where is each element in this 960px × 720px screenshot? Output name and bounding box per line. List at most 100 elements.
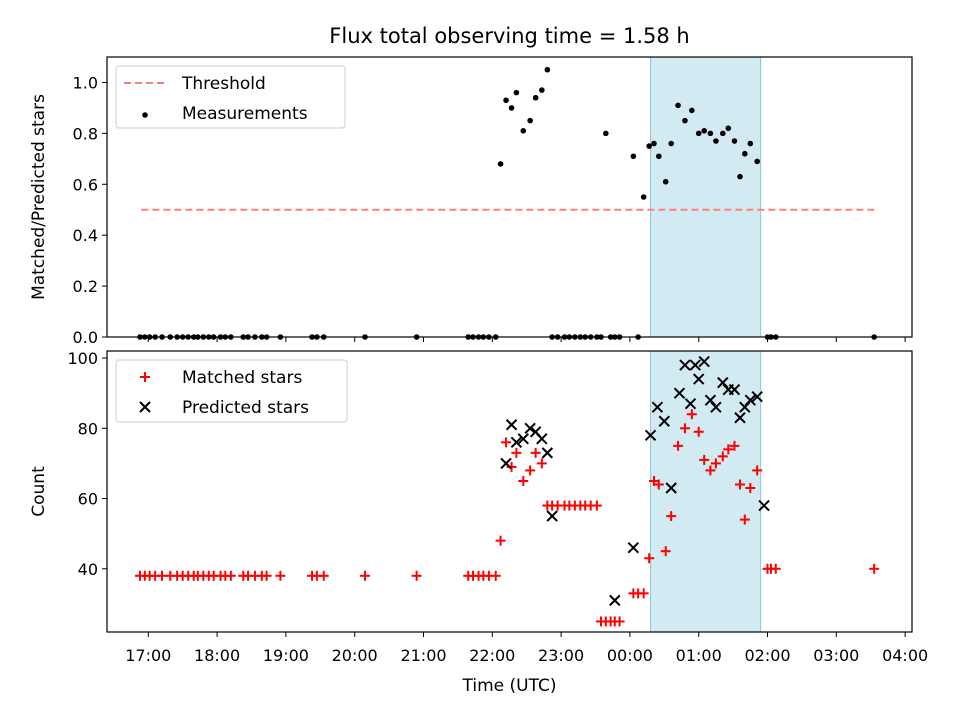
data-point bbox=[591, 500, 602, 511]
data-point bbox=[517, 433, 529, 445]
data-point bbox=[497, 161, 504, 167]
data-point bbox=[869, 563, 880, 574]
data-point bbox=[754, 158, 760, 165]
data-point bbox=[510, 436, 523, 449]
series-matched-stars bbox=[135, 409, 880, 627]
data-point bbox=[505, 419, 518, 431]
data-point bbox=[673, 387, 686, 399]
data-point bbox=[689, 107, 695, 114]
x-tick-label: 20:00 bbox=[332, 646, 378, 665]
legend-marker bbox=[140, 372, 150, 382]
data-point bbox=[651, 401, 664, 413]
x-tick-label: 21:00 bbox=[400, 646, 446, 665]
panel-counts: 40 60 80 100 17:00 18:00 19:00 20:00 21:00 22:00 2… bbox=[29, 349, 928, 696]
observing-window-shade bbox=[650, 56, 762, 338]
data-point bbox=[701, 128, 708, 134]
data-point bbox=[503, 97, 509, 104]
data-point bbox=[675, 102, 681, 109]
data-point bbox=[644, 429, 657, 442]
y-tick-label: 1.0 bbox=[73, 73, 98, 92]
data-point bbox=[686, 409, 697, 420]
data-point bbox=[723, 444, 734, 455]
data-point bbox=[646, 143, 652, 149]
data-point bbox=[640, 194, 647, 200]
data-point bbox=[679, 359, 691, 371]
data-point bbox=[734, 479, 745, 490]
data-point bbox=[411, 570, 422, 581]
y-tick-label: 0.2 bbox=[73, 277, 98, 296]
data-point bbox=[318, 570, 329, 581]
data-point bbox=[679, 423, 690, 434]
legend: Matched stars Predicted stars bbox=[115, 359, 348, 423]
x-tick-label: 22:00 bbox=[469, 646, 515, 665]
axes-frame bbox=[106, 56, 913, 338]
data-point bbox=[524, 422, 536, 434]
data-point bbox=[752, 465, 763, 476]
y-axis-label: Matched/Predicted stars bbox=[29, 94, 49, 300]
data-point bbox=[501, 437, 512, 448]
data-point bbox=[532, 94, 539, 101]
data-point bbox=[699, 454, 710, 465]
data-point bbox=[638, 588, 649, 599]
data-point bbox=[541, 447, 554, 459]
data-point bbox=[653, 479, 664, 490]
x-tick-label: 18:00 bbox=[194, 646, 240, 665]
data-point bbox=[275, 570, 286, 581]
x-tick-label: 00:00 bbox=[607, 646, 653, 665]
chart-title: Flux total observing time = 1.58 h bbox=[329, 24, 689, 48]
data-point bbox=[707, 130, 714, 137]
legend-label: Threshold bbox=[181, 74, 266, 94]
y-tick-label: 0.6 bbox=[73, 175, 98, 194]
data-point bbox=[525, 465, 536, 476]
data-point bbox=[261, 570, 272, 581]
data-point bbox=[693, 373, 705, 385]
data-point bbox=[360, 570, 371, 581]
data-point bbox=[695, 130, 702, 137]
data-point bbox=[658, 415, 671, 427]
x-tick-label: 19:00 bbox=[263, 646, 309, 665]
data-point bbox=[737, 173, 743, 180]
x-tick-label: 23:00 bbox=[538, 646, 584, 665]
x-axis-label: Time (UTC) bbox=[462, 676, 557, 696]
y-tick-label: 40 bbox=[78, 560, 98, 579]
y-tick-label: 100 bbox=[67, 349, 98, 368]
data-point bbox=[511, 447, 522, 458]
y-tick-label: 60 bbox=[78, 490, 98, 509]
data-point bbox=[225, 570, 236, 581]
data-point bbox=[627, 541, 640, 554]
data-point bbox=[630, 153, 637, 160]
legend-box bbox=[115, 359, 348, 423]
data-point bbox=[673, 440, 684, 451]
series-predicted-stars bbox=[500, 355, 770, 607]
y-tick-label: 80 bbox=[78, 419, 98, 438]
data-point bbox=[725, 125, 732, 132]
data-point bbox=[745, 482, 756, 493]
legend-label: Predicted stars bbox=[182, 398, 309, 418]
data-point bbox=[717, 376, 729, 389]
data-point bbox=[717, 451, 728, 462]
data-point bbox=[656, 153, 662, 160]
x-tick-label: 01:00 bbox=[676, 646, 722, 665]
data-point bbox=[490, 570, 501, 581]
x-tick-label: 03:00 bbox=[813, 646, 859, 665]
data-point bbox=[728, 383, 741, 396]
data-point bbox=[665, 482, 677, 494]
data-point bbox=[770, 563, 781, 574]
legend-marker bbox=[142, 112, 148, 118]
data-point bbox=[719, 130, 726, 137]
legend-marker bbox=[139, 401, 151, 413]
data-point bbox=[704, 394, 717, 406]
data-point bbox=[536, 458, 547, 469]
data-point bbox=[705, 465, 716, 476]
data-point bbox=[729, 440, 740, 451]
data-point bbox=[739, 514, 750, 525]
y-axis-label: Count bbox=[29, 466, 49, 517]
data-point bbox=[495, 535, 506, 546]
data-point bbox=[713, 138, 719, 144]
data-point bbox=[739, 401, 751, 413]
data-point bbox=[662, 178, 669, 185]
x-tick-label: 17:00 bbox=[125, 646, 171, 665]
data-point bbox=[544, 66, 551, 73]
data-point bbox=[758, 499, 770, 512]
